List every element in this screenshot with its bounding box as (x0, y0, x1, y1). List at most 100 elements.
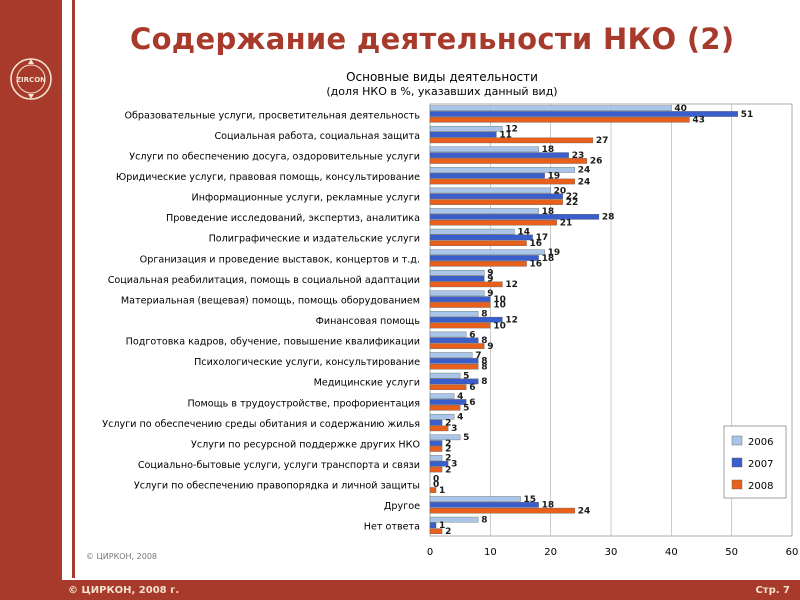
data-label: 40 (674, 104, 687, 114)
category-label: Образовательные услуги, просветительная … (124, 110, 420, 121)
bar-2008 (429, 405, 461, 411)
data-label: 2 (445, 527, 451, 537)
bar-2007 (429, 419, 443, 426)
data-label: 2 (445, 439, 451, 449)
bar-2008 (429, 425, 449, 432)
bar-2007 (429, 440, 443, 446)
category-label: Услуги по обеспечению среды обитания и с… (102, 419, 420, 430)
bar-2007 (429, 193, 563, 200)
data-label: 18 (542, 501, 555, 511)
category-label: Социально-бытовые услуги, услуги транспо… (138, 460, 420, 471)
legend-swatch (731, 479, 743, 490)
bar-2007 (429, 296, 491, 302)
bar-2006 (429, 125, 503, 132)
data-label: 15 (524, 495, 537, 505)
bar-2007 (429, 131, 497, 138)
data-label: 8 (481, 362, 487, 372)
category-label: Услуги по обеспечению правопорядка и лич… (134, 481, 420, 492)
legend-swatch (731, 457, 743, 468)
bar-2007 (429, 316, 503, 323)
data-label: 16 (530, 239, 543, 249)
data-label: 2 (445, 445, 451, 455)
bar-2007 (429, 399, 467, 405)
bar-2008 (429, 178, 575, 185)
data-label: 4 (457, 413, 463, 423)
category-label: Проведение исследований, экспертиз, анал… (166, 213, 420, 224)
source-note: © ЦИРКОН, 2008 (86, 552, 157, 561)
data-label: 26 (590, 157, 603, 167)
bar-2007 (429, 152, 569, 158)
bar-2007 (429, 255, 539, 261)
legend-label: 2006 (748, 437, 773, 448)
data-label: 9 (487, 289, 493, 299)
data-label: 8 (481, 515, 487, 525)
data-label: 27 (596, 136, 609, 146)
bar-2008 (429, 322, 491, 329)
bar-2007 (429, 214, 600, 220)
category-label: Услуги по ресурсной поддержке других НКО (191, 439, 420, 450)
bar-2008 (429, 240, 527, 246)
chart-title: Основные виды деятельности (346, 70, 538, 84)
category-label: Финансовая помощь (316, 316, 421, 327)
data-label: 0 (433, 474, 439, 484)
data-label: 17 (536, 233, 549, 243)
bar-2006 (429, 187, 551, 194)
footer-bar (0, 580, 800, 600)
x-tick-label: 0 (427, 547, 433, 558)
data-label: 10 (493, 295, 506, 305)
bar-2006 (429, 311, 479, 317)
bar-2008 (429, 117, 690, 123)
data-label: 18 (542, 254, 555, 264)
category-label: Социальная реабилитация, помощь в социал… (108, 275, 420, 286)
legend-swatch (731, 435, 743, 446)
data-label: 4 (457, 392, 463, 402)
bar-2007 (429, 358, 479, 364)
data-label: 2 (445, 465, 451, 475)
category-label: Материальная (вещевая) помощь, помощь об… (121, 295, 420, 306)
data-label: 18 (542, 145, 555, 155)
legend-label: 2008 (748, 481, 773, 492)
data-label: 12 (505, 280, 518, 290)
bar-2007 (429, 502, 539, 508)
zircon-logo: ZIRCON (10, 58, 52, 100)
chart-subtitle: (доля НКО в %, указавших данный вид) (326, 85, 557, 98)
data-label: 43 (692, 116, 705, 126)
page-number: Стр. 7 (755, 585, 790, 596)
category-label: Подготовка кадров, обучение, повышение к… (126, 337, 420, 348)
bar-2006 (429, 393, 455, 399)
bar-2008 (429, 261, 527, 267)
x-tick-label: 10 (484, 547, 497, 558)
bar-2007 (429, 378, 479, 385)
data-label: 8 (481, 336, 487, 346)
bar-2008 (429, 302, 491, 308)
bar-2006 (429, 146, 539, 153)
bar-2008 (429, 158, 588, 164)
bar-2008 (429, 363, 479, 370)
data-label: 8 (481, 357, 487, 367)
data-label: 24 (578, 166, 591, 176)
category-label: Социальная работа, социальная защита (214, 131, 420, 142)
x-tick-label: 40 (665, 547, 678, 558)
bar-2006 (429, 331, 467, 338)
data-label: 2 (445, 418, 451, 428)
data-label: 3 (451, 424, 457, 434)
data-label: 16 (530, 260, 543, 270)
data-label: 1 (439, 486, 445, 496)
vertical-stripe (72, 0, 75, 578)
category-label: Информационные услуги, рекламные услуги (192, 193, 420, 204)
bar-2007 (429, 522, 437, 529)
data-label: 51 (741, 110, 754, 120)
data-label: 6 (469, 330, 475, 340)
bar-2006 (429, 516, 479, 523)
bar-2008 (429, 507, 575, 514)
data-label: 24 (578, 506, 591, 516)
data-label: 10 (493, 301, 506, 311)
data-label: 22 (566, 192, 579, 202)
x-tick-label: 30 (605, 547, 618, 558)
data-label: 28 (602, 213, 615, 223)
data-label: 6 (469, 383, 475, 393)
bar-2006 (429, 413, 455, 420)
bar-2008 (429, 466, 443, 473)
category-label: Медицинские услуги (314, 378, 420, 389)
bar-2008 (429, 137, 594, 144)
